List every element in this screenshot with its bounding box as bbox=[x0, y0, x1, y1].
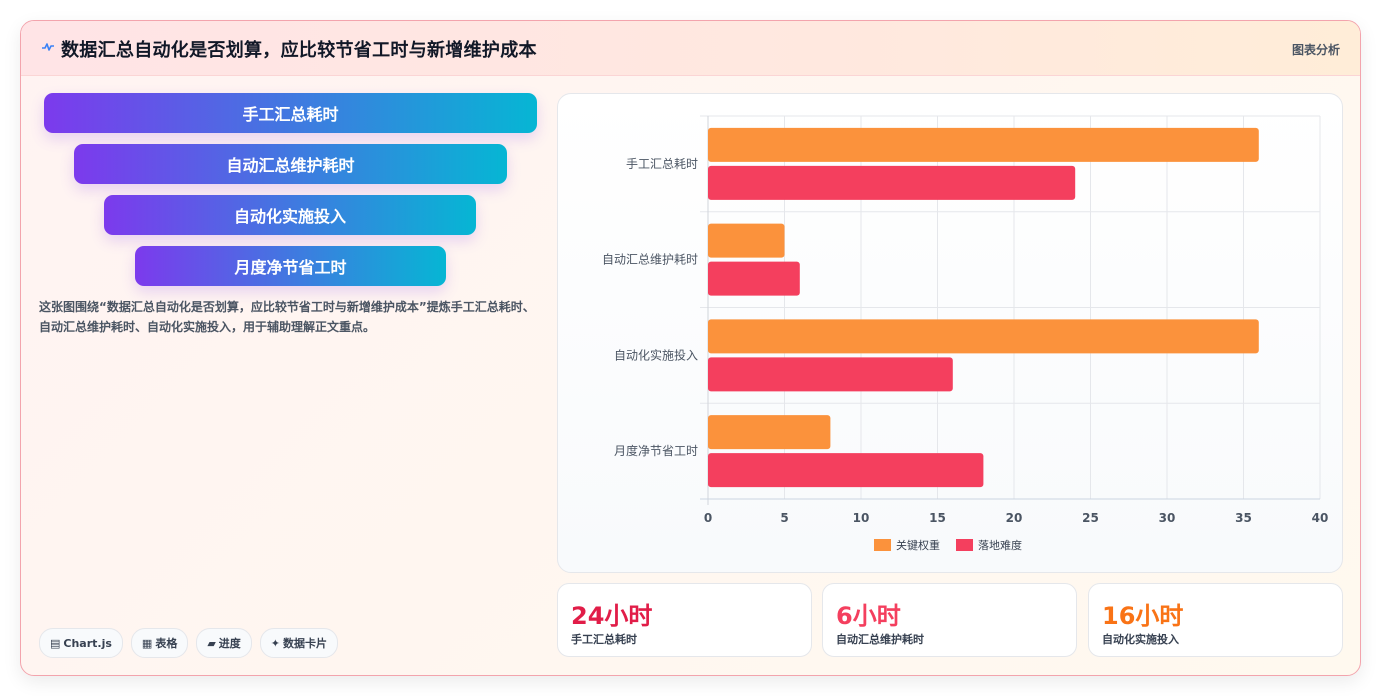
bar-weight bbox=[708, 223, 785, 258]
x-tick-label: 0 bbox=[704, 511, 712, 525]
pill-table[interactable]: ▦ 表格 bbox=[130, 628, 189, 658]
funnel-step-2: 自动汇总维护耗时 bbox=[74, 144, 507, 184]
x-tick-label: 25 bbox=[1082, 511, 1099, 525]
kpi-label: 自动化实施投入 bbox=[1102, 633, 1179, 646]
funnel-step-4: 月度净节省工时 bbox=[135, 246, 446, 286]
kpi-value: 6小时 bbox=[836, 602, 901, 630]
header-bar: 数据汇总自动化是否划算，应比较节省工时与新增维护成本 图表分析 bbox=[21, 21, 1360, 76]
kpi-card-1: 24小时 手工汇总耗时 bbox=[557, 583, 812, 657]
kpi-label: 自动汇总维护耗时 bbox=[836, 633, 924, 646]
feature-pills: ▤ Chart.js ▦ 表格 ▰ 进度 ✦ 数据卡片 bbox=[39, 628, 339, 658]
bar-weight bbox=[708, 415, 831, 450]
page-title: 数据汇总自动化是否划算，应比较节省工时与新增维护成本 bbox=[61, 40, 537, 61]
x-tick-label: 30 bbox=[1159, 511, 1176, 525]
x-tick-label: 35 bbox=[1235, 511, 1252, 525]
bar-difficulty bbox=[708, 165, 1076, 200]
chart-description: 这张图围绕“数据汇总自动化是否划算，应比较节省工时与新增维护成本”提炼手工汇总耗… bbox=[39, 300, 535, 334]
progress-icon: ▰ bbox=[207, 636, 216, 650]
category-tick-label: 自动汇总维护耗时 bbox=[602, 253, 698, 267]
chart-panel: 手工汇总耗时自动汇总维护耗时自动化实施投入 月度净节省工时 0 5 10 15 20 25 30… bbox=[557, 93, 1343, 573]
legend-swatch bbox=[874, 539, 891, 551]
pill-progress[interactable]: ▰ 进度 bbox=[196, 628, 252, 658]
legend-swatch bbox=[956, 539, 973, 551]
bar-weight bbox=[708, 319, 1259, 354]
legend-label: 落地难度 bbox=[978, 538, 1022, 552]
x-tick-label: 10 bbox=[853, 511, 870, 525]
category-tick-label: 自动化实施投入 bbox=[614, 347, 698, 362]
x-tick-label: 40 bbox=[1312, 511, 1329, 525]
pulse-icon bbox=[42, 43, 54, 51]
sparkle-icon: ✦ bbox=[270, 636, 281, 650]
kpi-card-2: 6小时 自动汇总维护耗时 bbox=[822, 583, 1077, 657]
table-icon: ▦ bbox=[141, 636, 153, 650]
bar-difficulty bbox=[708, 261, 800, 296]
x-tick-label: 15 bbox=[929, 511, 946, 525]
pill-data-card[interactable]: ✦ 数据卡片 bbox=[259, 628, 339, 658]
x-tick-label: 20 bbox=[1006, 511, 1023, 525]
category-tick-label: 月度净节省工时 bbox=[614, 443, 698, 458]
kpi-value: 16小时 bbox=[1102, 602, 1184, 630]
legend-label: 关键权重 bbox=[896, 538, 940, 552]
bar-difficulty bbox=[708, 357, 953, 392]
kpi-value: 24小时 bbox=[571, 602, 653, 630]
funnel-step-1: 手工汇总耗时 bbox=[44, 93, 537, 133]
x-tick-label: 5 bbox=[780, 511, 788, 525]
kpi-card-3: 16小时 自动化实施投入 bbox=[1088, 583, 1343, 657]
chart-icon: ▤ bbox=[50, 636, 61, 650]
bar-weight bbox=[708, 127, 1259, 162]
category-tick-label: 手工汇总耗时 bbox=[626, 157, 698, 171]
chart-analysis-tag: 图表分析 bbox=[1291, 43, 1340, 57]
bar-difficulty bbox=[708, 453, 984, 488]
kpi-label: 手工汇总耗时 bbox=[571, 633, 637, 646]
pill-chartjs[interactable]: ▤ Chart.js bbox=[39, 628, 123, 658]
main-card: 数据汇总自动化是否划算，应比较节省工时与新增维护成本 图表分析 手工汇总耗时 自… bbox=[20, 20, 1361, 676]
funnel-step-3: 自动化实施投入 bbox=[104, 195, 476, 235]
